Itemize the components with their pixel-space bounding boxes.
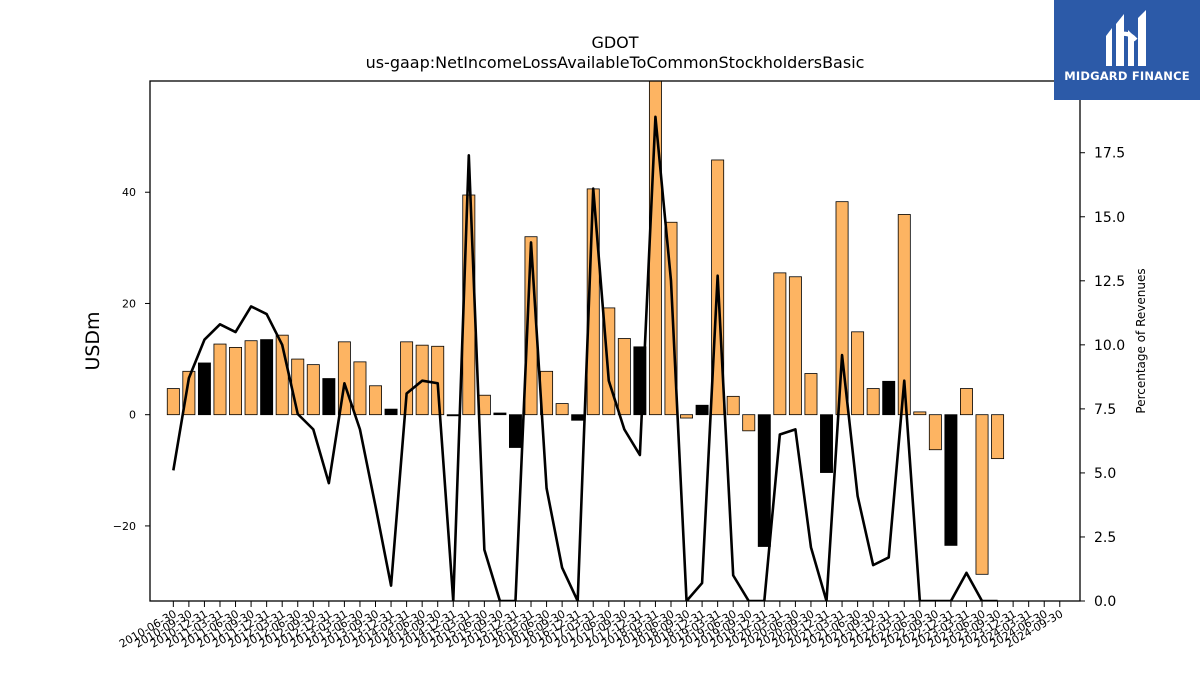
bar <box>446 414 460 417</box>
bar <box>431 345 445 416</box>
bars-group <box>166 81 1005 575</box>
bar <box>804 373 818 416</box>
bar <box>757 414 771 547</box>
bar <box>493 412 507 416</box>
plot-frame <box>149 80 1081 602</box>
brand-logo: MIDGARD FINANCE <box>1054 0 1200 100</box>
right-axis-label: Percentage of Revenues <box>1134 268 1148 413</box>
bar <box>991 414 1005 460</box>
bar <box>400 341 414 416</box>
bar <box>306 364 320 416</box>
bar <box>897 214 911 416</box>
right-y-tick-label: 15.0 <box>1094 210 1125 226</box>
bar <box>384 408 398 416</box>
y-tick-label: 40 <box>122 186 136 199</box>
right-y-tick-label: 0.0 <box>1094 594 1116 610</box>
right-y-tick-label: 2.5 <box>1094 530 1116 546</box>
chart-title: GDOT <box>591 33 638 52</box>
bar <box>213 343 227 416</box>
bar <box>617 338 631 416</box>
bar <box>960 388 973 416</box>
bar <box>197 362 211 416</box>
bar <box>353 361 367 416</box>
bar <box>695 404 709 416</box>
chart-subtitle: us-gaap:NetIncomeLossAvailableToCommonSt… <box>366 53 865 72</box>
bar <box>680 414 693 419</box>
right-y-tick-label: 5.0 <box>1094 466 1116 482</box>
bar <box>369 385 382 416</box>
bar <box>322 378 336 416</box>
bar <box>788 276 802 416</box>
bar <box>944 414 958 546</box>
bar <box>835 201 849 416</box>
y-tick-label: 0 <box>129 409 136 422</box>
y-tick-label: −20 <box>113 520 136 533</box>
bar <box>866 388 880 416</box>
bar <box>166 388 180 416</box>
line-group <box>172 115 998 601</box>
y-axis-label: USDm <box>82 311 104 370</box>
logo-text: MIDGARD FINANCE <box>1064 69 1190 83</box>
bar <box>260 339 274 416</box>
percentage-line <box>172 115 998 601</box>
bar <box>773 272 787 416</box>
bar <box>851 331 865 416</box>
right-y-tick-label: 7.5 <box>1094 402 1116 418</box>
bar <box>913 411 927 416</box>
plot-area: −20020400.02.55.07.510.012.515.017.52010… <box>113 80 1125 651</box>
bar <box>244 340 258 416</box>
bar <box>975 414 989 575</box>
bar <box>508 414 522 448</box>
bar <box>571 414 585 421</box>
bar <box>291 358 305 416</box>
bar <box>726 395 740 416</box>
right-y-tick-label: 10.0 <box>1094 338 1125 354</box>
bar <box>820 414 833 473</box>
bar <box>229 346 243 416</box>
bar <box>882 380 896 416</box>
y-tick-label: 20 <box>122 297 136 310</box>
logo-mark-icon <box>1106 10 1146 66</box>
right-y-tick-label: 12.5 <box>1094 274 1125 290</box>
bar <box>742 414 756 432</box>
bar <box>928 414 942 451</box>
right-y-tick-label: 17.5 <box>1094 146 1125 162</box>
bar <box>555 403 569 416</box>
